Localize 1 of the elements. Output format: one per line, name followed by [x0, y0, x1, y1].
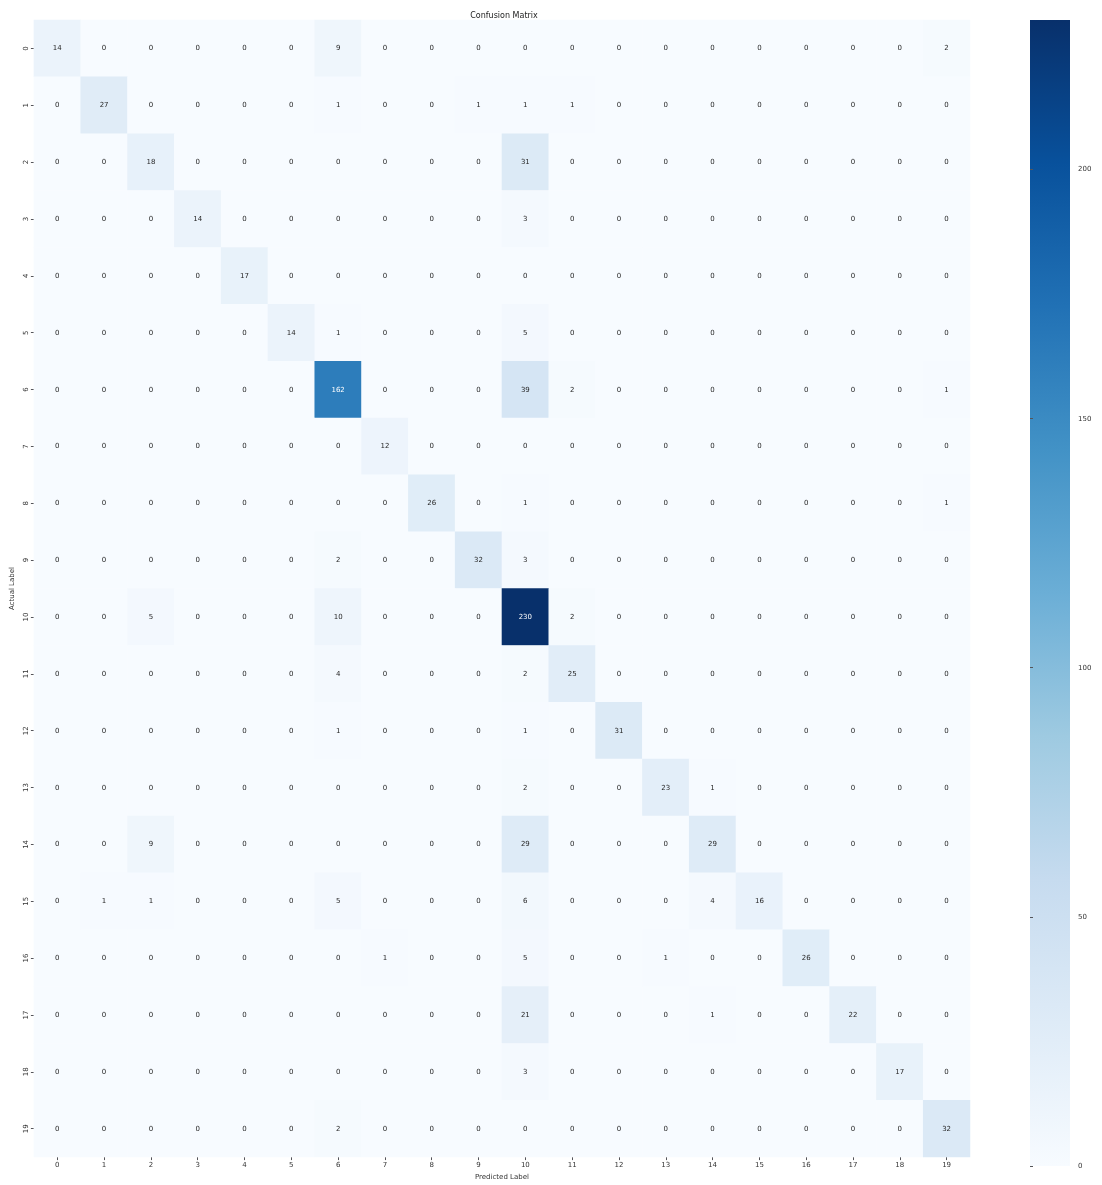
- chart-title: Confusion Matrix: [470, 10, 539, 20]
